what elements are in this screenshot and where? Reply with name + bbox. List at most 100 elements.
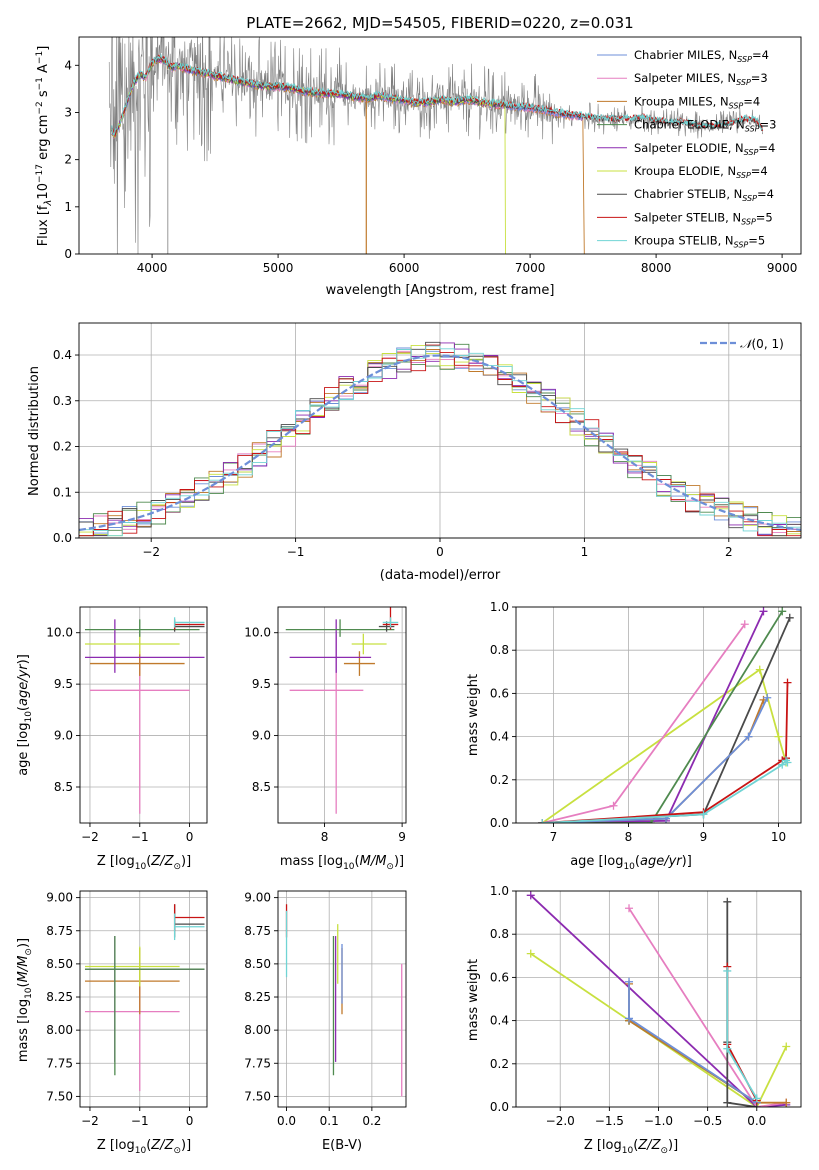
weight-marker-salp_stelib: [783, 678, 792, 687]
errorbars: [285, 904, 403, 1097]
x-tick-label: 4000: [137, 261, 168, 275]
y-tick-label: 0.8: [490, 927, 509, 941]
mass-vs-EBV-xlabel: E(B-V): [322, 1138, 362, 1153]
spectrum-lines: [108, 37, 764, 254]
x-tick-label: 9: [700, 830, 708, 844]
y-tick-label: 9.5: [54, 677, 73, 691]
normal-legend-label: 𝒩(0, 1): [740, 337, 784, 351]
weight-marker-chab_elodie: [647, 819, 655, 823]
normal-curve: [79, 354, 801, 532]
model-line-salp_stelib: [111, 54, 764, 138]
y-tick-label: 8.00: [46, 1023, 73, 1037]
y-tick-label: 7.50: [244, 1089, 271, 1103]
x-tick-label: 0.2: [362, 1114, 381, 1128]
x-tick-label: 1: [581, 545, 589, 559]
x-tick-label: 5000: [263, 261, 294, 275]
axes-frame: [79, 606, 208, 824]
weight-marker-chab_miles: [763, 693, 772, 702]
y-tick-label: 0.4: [490, 730, 509, 744]
hist-series-krou_stelib: [79, 345, 801, 537]
weight-marker-krou_miles: [782, 1098, 791, 1107]
y-tick-label: 4: [64, 58, 72, 72]
weight-marker-krou_elodie: [782, 1042, 791, 1051]
p6-plot-area: [80, 891, 207, 1107]
weight-marker-krou_stelib: [752, 1094, 761, 1103]
weight-marker-salp_elodie: [759, 607, 768, 616]
weight-marker-chab_miles: [625, 977, 634, 986]
weight-line-krou_elodie: [541, 668, 787, 823]
legend-label-salp_stelib: Salpeter STELIB, NSSP=5: [634, 210, 773, 226]
age-vs-Z-panel: −2 −1 0 8.5 9.0 9.5 10.0 Z [log10(Z/Z⊙)] age […: [16, 606, 208, 872]
mass-weight-vs-Z-ylabel: mass weight: [466, 959, 481, 1041]
x-tick-label: −2: [142, 545, 160, 559]
p7-axes: 0.0 0.1 0.2 7.50 7.75 8.00 8.25 8.50 8.75 9.00: [244, 890, 407, 1128]
age-vs-Z-xlabel: Z [log10(Z/Z⊙)]: [97, 854, 191, 872]
y-tick-label: 7.75: [244, 1056, 271, 1070]
x-tick-label: 0: [436, 545, 444, 559]
weight-line-chab_miles: [542, 697, 769, 823]
axes-frame: [515, 606, 802, 824]
legend-label-krou_miles: Kroupa MILES, NSSP=4: [634, 94, 760, 110]
hist-series-krou_elodie: [79, 344, 801, 537]
x-tick-label: 2: [725, 545, 733, 559]
y-tick-label: 0.4: [53, 348, 72, 362]
weight-marker-chab_miles: [744, 732, 753, 741]
weight-marker-krou_stelib: [783, 758, 792, 767]
x-tick-label: −1: [287, 545, 305, 559]
x-tick-label: 6000: [389, 261, 420, 275]
weight-lines: [538, 607, 794, 823]
x-tick-label: −2.0: [546, 1114, 575, 1128]
x-tick-label: 8: [321, 830, 329, 844]
x-tick-label: 7000: [515, 261, 546, 275]
y-tick-label: 8.00: [244, 1023, 271, 1037]
legend-label-chab_stelib: Chabrier STELIB, NSSP=4: [634, 187, 774, 203]
x-tick-label: −1: [131, 830, 149, 844]
x-tick-label: −1.0: [644, 1114, 673, 1128]
y-tick-label: 0.8: [490, 643, 509, 657]
y-tick-label: 1.0: [490, 600, 509, 614]
y-tick-label: 8.25: [244, 990, 271, 1004]
p4-plot-area: [278, 607, 406, 823]
weight-marker-salp_miles: [609, 801, 618, 810]
weight-line-salp_miles: [628, 907, 787, 1107]
residual-xlabel: (data-model)/error: [380, 568, 501, 583]
y-tick-label: 9.0: [54, 729, 73, 743]
weight-lines: [526, 891, 791, 1107]
p4-axes: 8 9 8.5 9.0 9.5 10.0: [244, 606, 407, 844]
residual-legend: 𝒩(0, 1): [700, 337, 784, 351]
weight-marker-krou_stelib: [778, 760, 787, 769]
model-line-krou_stelib: [111, 53, 764, 137]
weight-marker-chab_stelib: [723, 897, 732, 906]
weight-marker-krou_stelib: [723, 966, 732, 975]
age-vs-mass-panel: 8 9 8.5 9.0 9.5 10.0 mass [log10(M/M⊙)]: [244, 606, 407, 872]
weight-marker-salp_elodie: [526, 891, 535, 900]
weight-marker-krou_stelib: [538, 819, 547, 823]
legend-label-krou_elodie: Kroupa ELODIE, NSSP=4: [634, 164, 768, 180]
weight-marker-krou_stelib: [699, 810, 708, 819]
p3-plot-area: [80, 607, 207, 823]
x-tick-label: 0: [186, 830, 194, 844]
y-tick-label: 8.5: [252, 780, 271, 794]
x-tick-label: −1: [131, 1114, 149, 1128]
p8-axes: −2.0 −1.5 −1.0 −0.5 0.0 0.0 0.2 0.4 0.6 0.8 1.0: [490, 884, 802, 1128]
y-tick-label: 9.00: [244, 891, 271, 905]
weight-marker-krou_elodie: [755, 665, 764, 674]
mass-weight-vs-Z-xlabel: Z [log10(Z/Z⊙)]: [584, 1138, 678, 1156]
axes-frame: [277, 890, 407, 1108]
x-tick-label: −1.5: [595, 1114, 624, 1128]
mass-weight-vs-age-ylabel: mass weight: [466, 674, 481, 756]
y-tick-label: 0.2: [53, 440, 72, 454]
p6-axes: −2 −1 0 7.50 7.75 8.00 8.25 8.50 8.75 9.00: [46, 890, 208, 1128]
axes-frame: [78, 36, 802, 255]
x-tick-label: 0.0: [747, 1114, 766, 1128]
weight-marker-krou_elodie: [774, 732, 783, 741]
legend-label-chab_elodie: Chabrier ELODIE, NSSP=3: [634, 118, 776, 134]
weight-marker-krou_stelib: [723, 1044, 732, 1053]
spectrum-axes: 4000 5000 6000 7000 8000 9000 0 1 2 3 4: [64, 36, 802, 275]
legend-label-chab_miles: Chabrier MILES, NSSP=4: [634, 48, 769, 64]
weight-marker-chab_stelib: [785, 613, 794, 622]
weight-marker-salp_miles: [625, 904, 634, 913]
y-tick-label: 7.50: [46, 1089, 73, 1103]
y-tick-label: 3: [64, 105, 72, 119]
y-tick-label: 0.3: [53, 394, 72, 408]
